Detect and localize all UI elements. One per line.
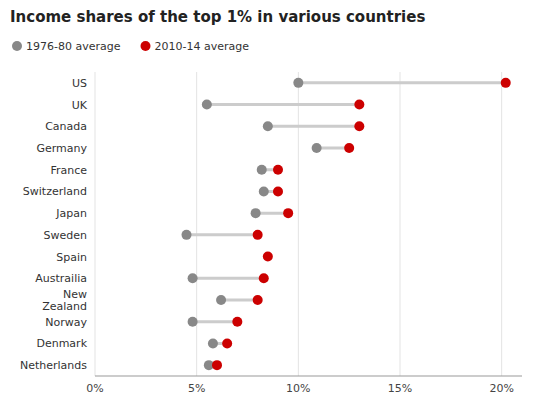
legend-marker: [141, 41, 151, 51]
y-tick-label: Japan: [55, 207, 87, 220]
legend-marker: [12, 41, 22, 51]
title: Income shares of the top 1% in various c…: [10, 8, 425, 26]
dot: [354, 100, 364, 110]
dot: [232, 317, 242, 327]
dot: [202, 100, 212, 110]
y-tick-label: Spain: [56, 251, 87, 264]
y-tick-label: Denmark: [36, 337, 87, 350]
dot: [293, 78, 303, 88]
y-tick-label: Switzerland: [23, 185, 87, 198]
dot: [283, 208, 293, 218]
chart-container: Income shares of the top 1% in various c…: [0, 0, 540, 407]
grid-line: [298, 72, 299, 376]
dot: [259, 186, 269, 196]
dot: [251, 208, 261, 218]
legend: 1976-80 average 2010-14 average: [12, 40, 249, 53]
x-tick-label: 15%: [388, 382, 412, 395]
legend-label: 1976-80 average: [26, 40, 121, 53]
y-tick-label: Austrailia: [35, 272, 87, 285]
x-tick-label: 20%: [489, 382, 513, 395]
y-tick-label: France: [50, 164, 87, 177]
legend-label: 2010-14 average: [155, 40, 250, 53]
y-tick-label: Netherlands: [20, 359, 87, 372]
dot: [354, 121, 364, 131]
dot: [257, 165, 267, 175]
dot: [312, 143, 322, 153]
dot: [208, 338, 218, 348]
dot: [263, 121, 273, 131]
y-tick-label: Canada: [45, 120, 87, 133]
x-tick-label: 5%: [188, 382, 205, 395]
connector: [193, 320, 238, 323]
connector: [298, 81, 505, 84]
connector: [207, 103, 360, 106]
dot: [188, 317, 198, 327]
connector: [268, 125, 360, 128]
y-tick-label: NewZealand: [42, 288, 87, 313]
y-tick-label: Germany: [36, 142, 87, 155]
y-tick-label: Sweden: [44, 229, 87, 242]
dot: [259, 273, 269, 283]
x-tick-label: 10%: [286, 382, 310, 395]
dot: [273, 165, 283, 175]
dot: [501, 78, 511, 88]
grid-line: [95, 72, 96, 376]
dot: [273, 186, 283, 196]
y-tick-label: UK: [72, 99, 88, 112]
dot: [253, 295, 263, 305]
y-tick-label: US: [72, 77, 87, 90]
grid-line: [400, 72, 401, 376]
dot: [182, 230, 192, 240]
chart: Income shares of the top 1% in various c…: [0, 0, 540, 407]
dot: [222, 338, 232, 348]
marks: [182, 78, 511, 370]
grid-line: [196, 72, 197, 376]
x-tick-label: 0%: [86, 382, 103, 395]
connector: [221, 299, 258, 302]
y-tick-label: Norway: [45, 316, 87, 329]
connector: [187, 233, 258, 236]
dot: [253, 230, 263, 240]
grid-line: [501, 72, 502, 376]
dot: [263, 252, 273, 262]
dot: [212, 360, 222, 370]
dot: [344, 143, 354, 153]
dot: [216, 295, 226, 305]
x-axis-line: [95, 376, 522, 377]
dot: [188, 273, 198, 283]
grid: [95, 72, 502, 376]
connector: [193, 277, 264, 280]
